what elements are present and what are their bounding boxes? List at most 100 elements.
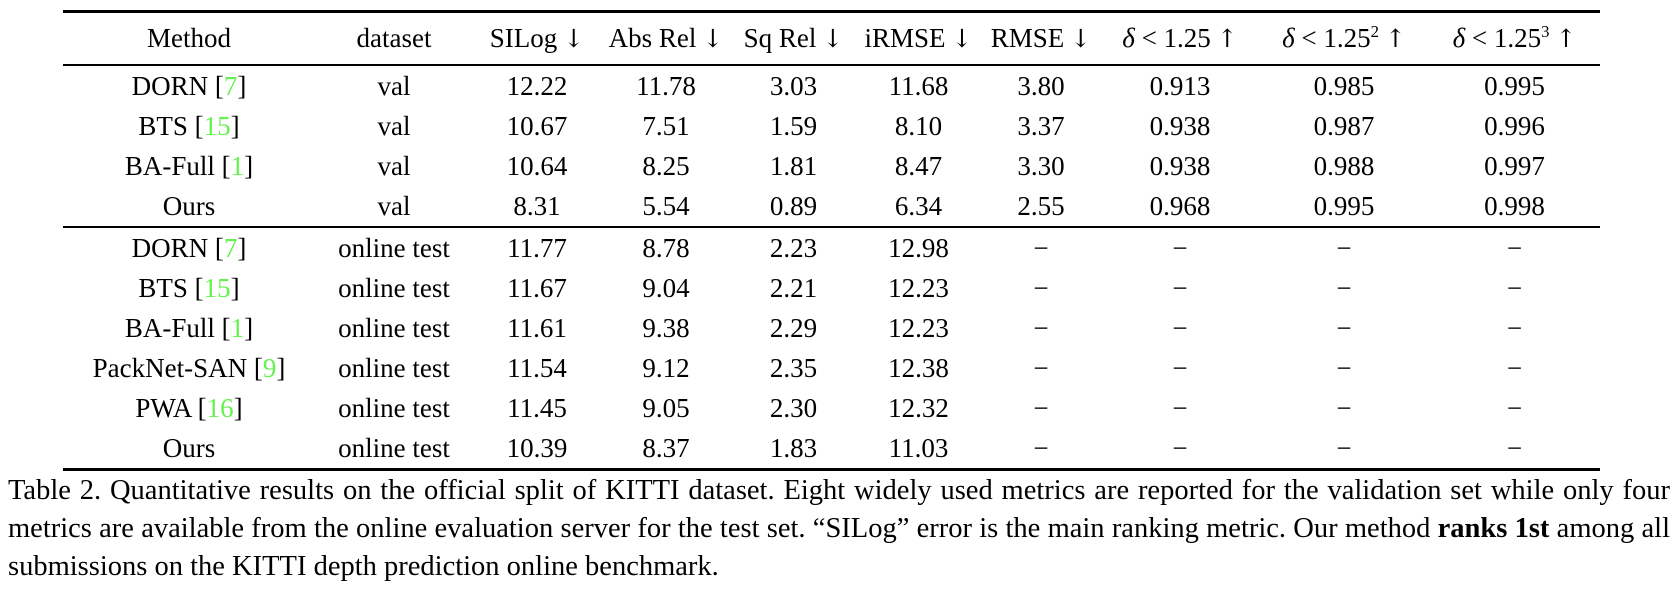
table-row-dorn-val: DORN [7] val 12.22 11.78 3.03 11.68 3.80…: [63, 65, 1600, 106]
table-row-bafull-val: BA-Full [1] val 10.64 8.25 1.81 8.47 3.3…: [63, 146, 1600, 186]
header-cell-dataset: dataset: [315, 11, 473, 66]
method-name: DORN [: [131, 232, 224, 263]
value-cell: −: [1336, 312, 1352, 343]
value-cell: 7.51: [642, 110, 690, 141]
value-cell: 10.39: [506, 432, 568, 463]
value-cell: 6.34: [856, 186, 981, 228]
value-cell: 1.59: [769, 110, 818, 141]
value-cell: 0.996: [1484, 110, 1545, 141]
value-cell: 11.03: [888, 432, 949, 463]
value-cell: −: [1033, 432, 1049, 463]
value-cell: 2.29: [769, 312, 818, 343]
citation-link[interactable]: 7: [223, 232, 238, 263]
header-row: Method dataset SILog ↓ Abs Rel ↓ Sq Rel ↓ i…: [63, 11, 1600, 66]
method-name: BTS [: [138, 110, 204, 141]
dataset-cell: online test: [338, 312, 450, 343]
bracket: ]: [230, 272, 240, 303]
table-row-dorn-test: DORN [7] online test 11.77 8.78 2.23 12.…: [63, 227, 1600, 268]
value-cell: 0.998: [1429, 186, 1600, 228]
value-cell: −: [1033, 232, 1049, 263]
delta-symbol: δ: [1282, 23, 1295, 53]
value-cell: 2.30: [769, 392, 818, 423]
value-cell: 3.80: [1017, 70, 1065, 101]
method-name: BA-Full [: [124, 150, 231, 181]
citation-link[interactable]: 16: [206, 392, 234, 423]
method-cell: Ours: [63, 186, 315, 228]
value-cell: 1.81: [769, 150, 818, 181]
method-cell: PackNet-SAN [9]: [63, 348, 315, 388]
bracket: ]: [230, 110, 240, 141]
table-row-pwa-test: PWA [16] online test 11.45 9.05 2.30 12.…: [63, 388, 1600, 428]
value-cell: −: [1506, 272, 1523, 303]
dataset-cell: online test: [338, 392, 450, 423]
value-cell: 0.995: [1484, 70, 1545, 101]
dataset-cell: val: [315, 186, 473, 228]
down-arrow-icon: ↓: [822, 24, 844, 53]
method-name: Ours: [162, 190, 216, 221]
value-cell: 11.77: [507, 232, 567, 263]
value-cell: 3.30: [1017, 150, 1065, 181]
citation-link[interactable]: 15: [203, 272, 231, 303]
value-cell: −: [1336, 232, 1352, 263]
dataset-cell: val: [377, 110, 411, 141]
down-arrow-icon: ↓: [951, 24, 973, 53]
method-name: Ours: [162, 432, 216, 463]
value-cell: −: [1172, 432, 1188, 463]
citation-link[interactable]: 1: [230, 312, 245, 343]
exponent: 2: [1370, 22, 1379, 41]
method-name: BTS [: [138, 272, 204, 303]
citation-link[interactable]: 1: [230, 150, 245, 181]
method-name: PackNet-SAN [: [92, 352, 263, 383]
value-cell: −: [1506, 432, 1523, 463]
method-cell: Ours: [63, 428, 315, 470]
bracket: ]: [276, 352, 286, 383]
value-cell: −: [1172, 392, 1188, 423]
dataset-cell: online test: [338, 432, 450, 463]
delta-symbol: δ: [1452, 23, 1466, 53]
citation-link[interactable]: 15: [203, 110, 231, 141]
bracket: ]: [237, 232, 247, 263]
citation-link[interactable]: 7: [223, 70, 238, 101]
citation-link[interactable]: 9: [262, 352, 277, 383]
table-row-bafull-test: BA-Full [1] online test 11.61 9.38 2.29 …: [63, 308, 1600, 348]
value-cell: 8.37: [642, 432, 690, 463]
caption-text-lead: Table 2. Quantitative results on the off…: [8, 475, 1670, 544]
value-cell: 2.23: [769, 232, 818, 263]
value-cell: 12.98: [888, 232, 949, 263]
value-cell: 11.68: [888, 70, 949, 101]
relation: <: [1465, 23, 1494, 53]
down-arrow-icon: ↓: [702, 24, 724, 53]
header-cell-delta1: δ < 1.25 ↑: [1101, 11, 1259, 66]
method-cell: BTS [15]: [63, 106, 315, 146]
header-label: Sq Rel: [743, 23, 817, 53]
value-cell: −: [1172, 272, 1188, 303]
header-label: dataset: [356, 23, 432, 53]
method-name: BA-Full [: [124, 312, 231, 343]
value-cell: 2.21: [769, 272, 818, 303]
value-cell: −: [1506, 312, 1523, 343]
relation: <: [1294, 23, 1324, 53]
threshold: 1.25: [1493, 23, 1542, 53]
results-table: Method dataset SILog ↓ Abs Rel ↓ Sq Rel ↓ i…: [63, 10, 1600, 471]
threshold: 1.25: [1163, 23, 1211, 53]
dataset-cell: online test: [338, 232, 450, 263]
header-label: SILog: [489, 23, 558, 53]
value-cell: 9.38: [642, 312, 690, 343]
method-cell: BA-Full [1]: [63, 146, 315, 186]
header-label: iRMSE: [864, 23, 946, 53]
value-cell: 11.54: [507, 352, 567, 383]
value-cell: 0.938: [1149, 150, 1211, 181]
value-cell: 3.03: [769, 70, 818, 101]
value-cell: 11.78: [636, 70, 696, 101]
value-cell: −: [1336, 432, 1352, 463]
value-cell: −: [1506, 392, 1523, 423]
threshold: 1.25: [1323, 23, 1371, 53]
value-cell: 8.78: [642, 232, 690, 263]
header-cell-sqrel: Sq Rel ↓: [731, 11, 856, 66]
value-cell: 11.45: [507, 392, 567, 423]
value-cell: 12.23: [888, 272, 949, 303]
value-cell: 10.67: [506, 110, 568, 141]
value-cell: 8.25: [642, 150, 690, 181]
method-name: DORN [: [131, 70, 224, 101]
relation: <: [1134, 23, 1164, 53]
